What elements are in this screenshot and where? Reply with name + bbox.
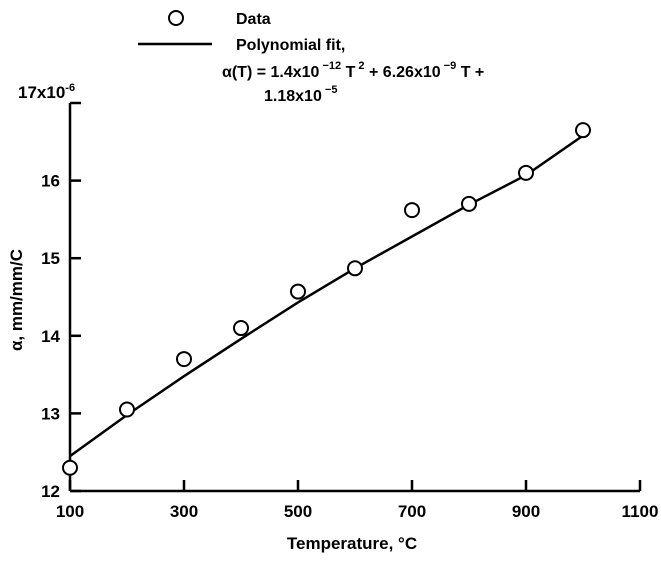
data-point bbox=[347, 260, 363, 277]
eq-part-2: T bbox=[341, 64, 355, 81]
y-tick-label: 13 bbox=[41, 404, 60, 423]
legend-data-label: Data bbox=[236, 11, 271, 28]
legend-equation-line-2: 1.18x10 −5 bbox=[264, 84, 337, 105]
eq-part-5: 1.18x10 bbox=[264, 88, 322, 105]
eq-part-1: α(T) = 1.4x10 bbox=[222, 64, 320, 81]
data-point bbox=[461, 195, 477, 212]
legend-fit-label: Polynomial fit, bbox=[236, 37, 345, 54]
y-tick-label: 12 bbox=[41, 482, 60, 501]
data-point bbox=[233, 320, 249, 337]
eq-exp-5: −5 bbox=[322, 84, 338, 96]
x-tick-label: 100 bbox=[56, 502, 84, 521]
y-multiplier-exponent: -6 bbox=[65, 82, 75, 94]
y-tick-label: 14 bbox=[41, 327, 60, 346]
eq-exp-1: −12 bbox=[319, 60, 341, 72]
y-tick-label: 15 bbox=[41, 249, 60, 268]
x-tick-label: 700 bbox=[398, 502, 426, 521]
eq-exp-2: 2 bbox=[355, 60, 364, 72]
x-axis-title: Temperature, °C bbox=[287, 534, 417, 553]
series-data-points bbox=[62, 122, 591, 476]
data-point bbox=[119, 401, 135, 418]
x-tick-label: 500 bbox=[284, 502, 312, 521]
series-polynomial-fit-line bbox=[69, 134, 584, 458]
x-axis-ticks: 100 300 500 700 900 1100 bbox=[56, 480, 659, 521]
x-tick-label: 1100 bbox=[622, 502, 659, 521]
y-tick-label: 16 bbox=[41, 172, 60, 191]
eq-part-3: + 6.26x10 bbox=[365, 64, 441, 81]
legend-data-marker bbox=[168, 10, 184, 26]
data-point bbox=[518, 164, 534, 181]
data-point bbox=[404, 202, 420, 219]
y-multiplier-base: 17x10 bbox=[18, 83, 65, 102]
y-axis-ticks: 12 13 14 15 16 bbox=[41, 101, 81, 501]
y-axis-title: α, mm/mm/C bbox=[7, 249, 26, 351]
legend: Data Polynomial fit, α(T) = 1.4x10 −12 T… bbox=[138, 10, 484, 105]
legend-equation-line-1: α(T) = 1.4x10 −12 T 2 + 6.26x10 −9 T + bbox=[222, 60, 484, 81]
x-tick-label: 900 bbox=[512, 502, 540, 521]
data-point bbox=[62, 459, 78, 476]
y-axis-multiplier: 17x10-6 bbox=[18, 82, 75, 102]
x-tick-label: 300 bbox=[170, 502, 198, 521]
eq-part-4: T + bbox=[456, 64, 484, 81]
eq-exp-3: −9 bbox=[441, 60, 457, 72]
data-point bbox=[176, 351, 192, 368]
data-point bbox=[575, 122, 591, 139]
data-point bbox=[290, 283, 306, 300]
